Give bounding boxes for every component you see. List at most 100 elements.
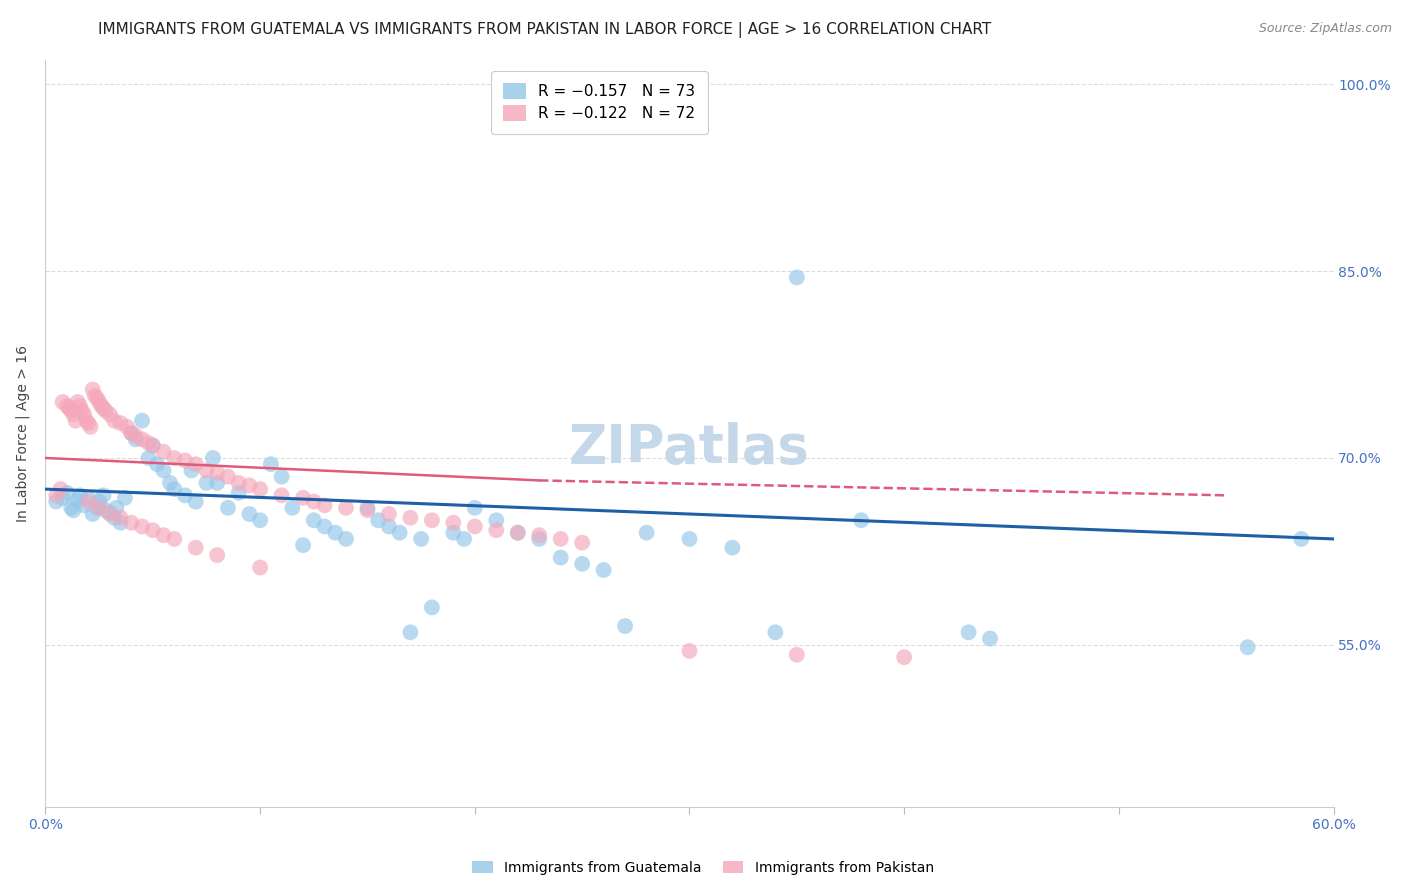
Point <box>228 475 250 490</box>
Point <box>302 494 325 508</box>
Point <box>52 491 75 505</box>
Point <box>399 625 422 640</box>
Point <box>174 453 197 467</box>
Point <box>131 414 153 428</box>
Point <box>1291 532 1313 546</box>
Point <box>66 493 89 508</box>
Point <box>77 416 100 430</box>
Point <box>195 475 218 490</box>
Point <box>786 648 808 662</box>
Point <box>592 563 614 577</box>
Text: IMMIGRANTS FROM GUATEMALA VS IMMIGRANTS FROM PAKISTAN IN LABOR FORCE | AGE > 16 : IMMIGRANTS FROM GUATEMALA VS IMMIGRANTS … <box>98 22 991 38</box>
Point <box>110 516 132 530</box>
Point <box>441 525 464 540</box>
Point <box>152 444 174 458</box>
Point <box>979 632 1001 646</box>
Point <box>485 523 508 537</box>
Point <box>77 494 100 508</box>
Point <box>103 510 125 524</box>
Point <box>65 414 87 428</box>
Point <box>302 513 325 527</box>
Point <box>636 525 658 540</box>
Point <box>174 488 197 502</box>
Point <box>98 408 121 422</box>
Point <box>180 463 202 477</box>
Point <box>163 450 186 465</box>
Point <box>388 525 411 540</box>
Point <box>678 532 700 546</box>
Point <box>73 498 96 512</box>
Point <box>82 383 104 397</box>
Point <box>98 507 121 521</box>
Point <box>114 491 136 505</box>
Point <box>93 488 115 502</box>
Point <box>238 478 260 492</box>
Point <box>120 426 142 441</box>
Text: Source: ZipAtlas.com: Source: ZipAtlas.com <box>1258 22 1392 36</box>
Point <box>217 500 239 515</box>
Point <box>356 503 378 517</box>
Point <box>83 389 105 403</box>
Point <box>571 535 593 549</box>
Point <box>238 507 260 521</box>
Point <box>249 482 271 496</box>
Point <box>79 420 101 434</box>
Point <box>893 650 915 665</box>
Point <box>89 494 111 508</box>
Point <box>464 519 486 533</box>
Point <box>399 510 422 524</box>
Point <box>184 541 207 555</box>
Point <box>146 457 169 471</box>
Point <box>205 475 228 490</box>
Point <box>411 532 433 546</box>
Point <box>69 399 91 413</box>
Point <box>45 494 67 508</box>
Point <box>184 494 207 508</box>
Point <box>464 500 486 515</box>
Point <box>721 541 744 555</box>
Point <box>94 403 117 417</box>
Point <box>420 600 443 615</box>
Point <box>110 510 132 524</box>
Point <box>89 395 111 409</box>
Point <box>378 519 401 533</box>
Point <box>356 500 378 515</box>
Point <box>270 469 292 483</box>
Point <box>115 420 138 434</box>
Point <box>60 500 83 515</box>
Point <box>86 500 108 515</box>
Point <box>86 391 108 405</box>
Point <box>270 488 292 502</box>
Point <box>550 550 572 565</box>
Point <box>217 469 239 483</box>
Point <box>66 395 89 409</box>
Point <box>420 513 443 527</box>
Point <box>441 516 464 530</box>
Point <box>120 426 142 441</box>
Point <box>249 513 271 527</box>
Point <box>314 519 336 533</box>
Point <box>249 560 271 574</box>
Point <box>142 438 165 452</box>
Point <box>335 532 357 546</box>
Y-axis label: In Labor Force | Age > 16: In Labor Force | Age > 16 <box>15 344 30 522</box>
Point <box>453 532 475 546</box>
Point <box>45 488 67 502</box>
Point <box>98 506 121 520</box>
Point <box>159 475 181 490</box>
Point <box>90 399 112 413</box>
Point <box>124 428 146 442</box>
Legend: Immigrants from Guatemala, Immigrants from Pakistan: Immigrants from Guatemala, Immigrants fr… <box>467 855 939 880</box>
Point <box>52 395 75 409</box>
Point <box>957 625 980 640</box>
Point <box>163 482 186 496</box>
Point <box>120 516 142 530</box>
Point <box>138 436 160 450</box>
Point <box>292 538 315 552</box>
Point <box>56 486 79 500</box>
Point <box>56 399 79 413</box>
Point <box>110 416 132 430</box>
Point <box>58 401 80 416</box>
Point <box>763 625 786 640</box>
Point <box>62 503 84 517</box>
